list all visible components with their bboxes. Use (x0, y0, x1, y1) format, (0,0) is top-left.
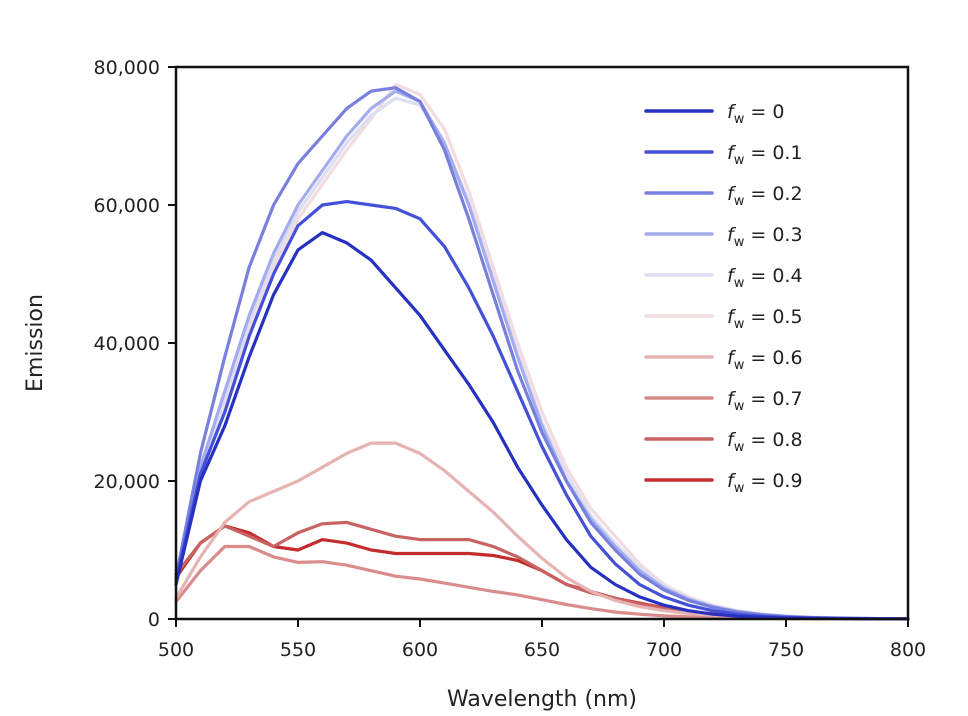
x-axis-label: Wavelength (nm) (447, 687, 637, 712)
y-tick-label: 60,000 (94, 195, 160, 217)
series-line-8 (174, 520, 910, 621)
y-tick-label: 40,000 (94, 333, 160, 355)
legend-label: fw = 0.7 (727, 388, 803, 414)
x-tick-label: 750 (768, 639, 804, 661)
y-tick-label: 20,000 (94, 471, 160, 493)
legend-item-7: fw = 0.7 (644, 388, 803, 414)
legend-item-1: fw = 0.1 (644, 142, 803, 168)
legend-label: fw = 0.2 (727, 183, 803, 209)
legend-label: fw = 0.9 (727, 470, 803, 496)
y-axis-ticks: 0 20,000 40,000 60,000 80,000 (94, 57, 176, 631)
x-tick-label: 700 (646, 639, 682, 661)
legend-label: fw = 0.1 (727, 142, 803, 168)
legend: fw = 0 fw = 0.1 fw = 0.2 fw = 0.3 fw = 0.4 fw… (644, 101, 803, 496)
legend-label: fw = 0 (727, 101, 784, 127)
legend-label: fw = 0.8 (727, 429, 803, 455)
legend-item-8: fw = 0.8 (644, 429, 803, 455)
legend-item-2: fw = 0.2 (644, 183, 803, 209)
x-tick-label: 600 (402, 639, 438, 661)
legend-item-3: fw = 0.3 (644, 224, 803, 250)
y-tick-label: 80,000 (94, 57, 160, 79)
legend-label: fw = 0.6 (727, 347, 803, 373)
x-tick-label: 550 (280, 639, 316, 661)
legend-label: fw = 0.4 (727, 265, 803, 291)
x-tick-label: 650 (524, 639, 560, 661)
x-tick-label: 500 (158, 639, 194, 661)
legend-item-5: fw = 0.5 (644, 306, 803, 332)
legend-item-4: fw = 0.4 (644, 265, 803, 291)
x-axis-ticks: 500 550 600 650 700 750 800 (158, 619, 926, 661)
legend-item-0: fw = 0 (644, 101, 784, 127)
y-tick-label: 0 (148, 609, 160, 631)
legend-item-9: fw = 0.9 (644, 470, 803, 496)
legend-label: fw = 0.3 (727, 224, 803, 250)
y-axis-label: Emission (23, 294, 48, 392)
legend-item-6: fw = 0.6 (644, 347, 803, 373)
legend-label: fw = 0.5 (727, 306, 803, 332)
x-tick-label: 800 (890, 639, 926, 661)
